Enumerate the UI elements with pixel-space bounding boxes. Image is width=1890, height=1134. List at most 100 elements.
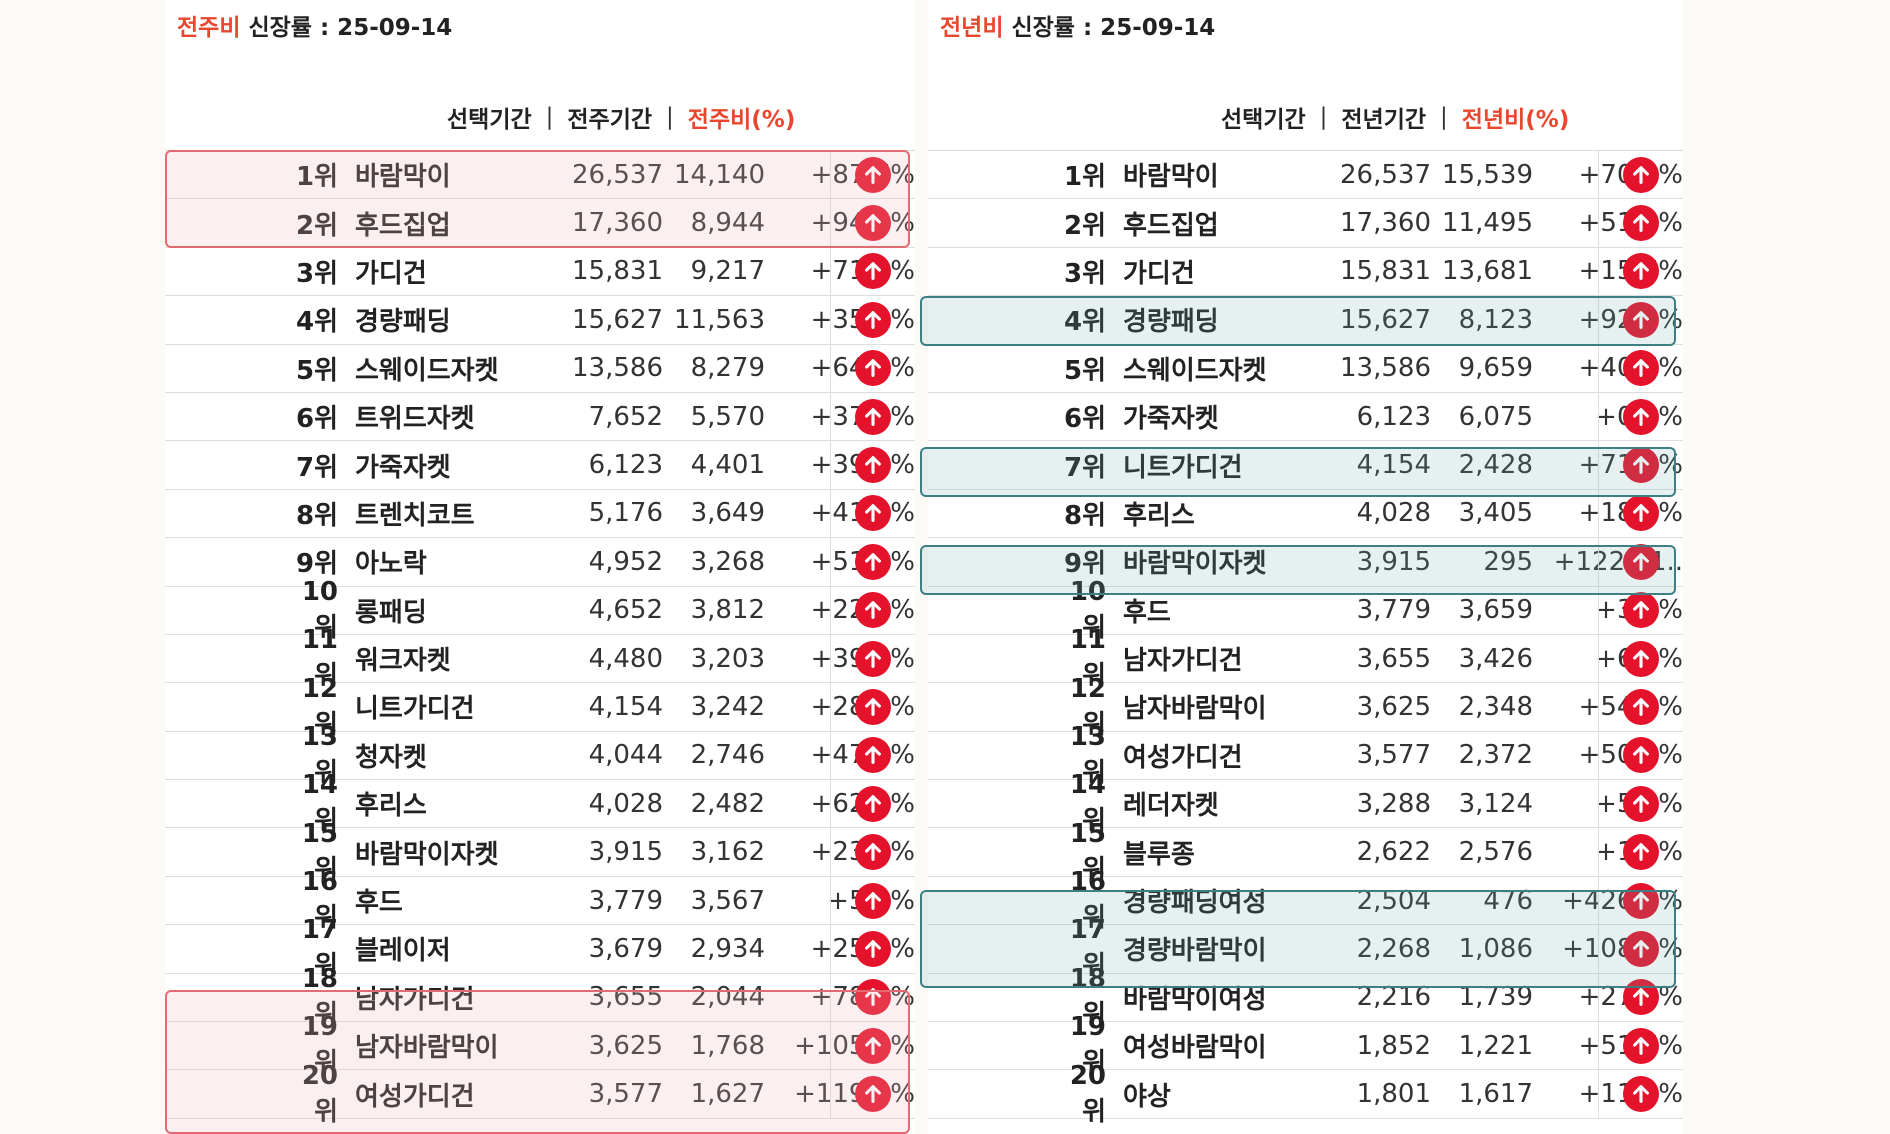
keyword[interactable]: 레더자켓 [1123, 791, 1219, 822]
arrow-up-circle-icon [1623, 253, 1659, 290]
keyword[interactable]: 스웨이드자켓 [355, 355, 499, 386]
previous-period-value: 4,401 [690, 450, 765, 481]
keyword[interactable]: 가죽자켓 [1123, 404, 1219, 435]
arrow-up-circle-icon [1623, 785, 1659, 822]
keyword[interactable]: 트렌치코트 [355, 500, 475, 531]
keyword[interactable]: 바람막이자켓 [1123, 549, 1267, 580]
keyword[interactable]: 블루종 [1123, 839, 1195, 870]
previous-period-value: 1,627 [690, 1079, 765, 1110]
keyword[interactable]: 후리스 [1123, 500, 1195, 531]
rank: 1위 [295, 162, 338, 193]
arrow-up-circle-icon [855, 350, 891, 387]
keyword[interactable]: 바람막이 [355, 162, 451, 193]
keyword[interactable]: 경량패딩 [1123, 307, 1219, 338]
arrow-up-circle-icon [1623, 398, 1659, 435]
keyword[interactable]: 니트가디건 [1123, 452, 1243, 483]
selected-period-value: 26,537 [1340, 159, 1431, 190]
table-row[interactable]: 17위 경량바람막이 2,268 1,086+108.8% [928, 915, 1683, 981]
selected-period-value: 3,679 [588, 933, 663, 964]
arrow-up-circle-icon [855, 592, 891, 629]
keyword[interactable]: 스웨이드자켓 [1123, 355, 1267, 386]
table-row[interactable]: 19위 남자바람막이 3,625 1,768+105.0% [165, 1012, 915, 1078]
keyword[interactable]: 후드 [1123, 597, 1171, 628]
keyword[interactable]: 가디건 [355, 258, 427, 289]
keyword[interactable]: 남자바람막이 [355, 1033, 499, 1064]
arrow-up-circle-icon [1623, 882, 1659, 919]
keyword[interactable]: 롱패딩 [355, 597, 427, 628]
keyword[interactable]: 여성바람막이 [1123, 1033, 1267, 1064]
keyword[interactable]: 여성가디건 [355, 1081, 475, 1112]
keyword[interactable]: 가디건 [1123, 258, 1195, 289]
keyword[interactable]: 남자가디건 [1123, 646, 1243, 677]
keyword[interactable]: 후드집업 [1123, 210, 1219, 241]
keyword[interactable]: 남자가디건 [355, 984, 475, 1015]
keyword[interactable]: 아노락 [355, 549, 427, 580]
arrow-up-circle-icon [1623, 930, 1659, 967]
selected-period-value: 1,852 [1356, 1030, 1431, 1061]
keyword[interactable]: 남자바람막이 [1123, 694, 1267, 725]
keyword[interactable]: 여성가디건 [1123, 742, 1243, 773]
arrow-up-circle-icon [1623, 350, 1659, 387]
keyword[interactable]: 바람막이여성 [1123, 984, 1267, 1015]
keyword[interactable]: 트위드자켓 [355, 404, 475, 435]
arrow-up-circle-icon [1623, 737, 1659, 774]
table-row[interactable]: 9위 바람막이자켓 3,915 295 +1227.1.. [928, 538, 1683, 587]
keyword[interactable]: 워크자켓 [355, 646, 451, 677]
table-row[interactable]: 20위 여성가디건 3,577 1,627+119.9% [165, 1061, 915, 1127]
keyword[interactable]: 블레이저 [355, 936, 451, 967]
keyword[interactable]: 바람막이 [1123, 162, 1219, 193]
keyword[interactable]: 바람막이자켓 [355, 839, 499, 870]
keyword[interactable]: 경량패딩 [355, 307, 451, 338]
growth-rate: +1227.1.. [1553, 546, 1683, 577]
keyword[interactable]: 경량바람막이 [1123, 936, 1267, 967]
previous-period-value: 11,495 [1442, 208, 1533, 239]
keyword[interactable]: 가죽자켓 [355, 452, 451, 483]
keyword[interactable]: 후드 [355, 888, 403, 919]
selected-period-value: 3,655 [1356, 643, 1431, 674]
keyword[interactable]: 야상 [1123, 1081, 1171, 1112]
previous-period-value: 3,405 [1458, 498, 1533, 529]
keyword[interactable]: 후리스 [355, 791, 427, 822]
keyword[interactable]: 경량패딩여성 [1123, 888, 1267, 919]
keyword[interactable]: 청자켓 [355, 742, 427, 773]
keyword[interactable]: 후드집업 [355, 210, 451, 241]
rank: 4위 [1063, 307, 1106, 338]
keyword[interactable]: 니트가디건 [355, 694, 475, 725]
